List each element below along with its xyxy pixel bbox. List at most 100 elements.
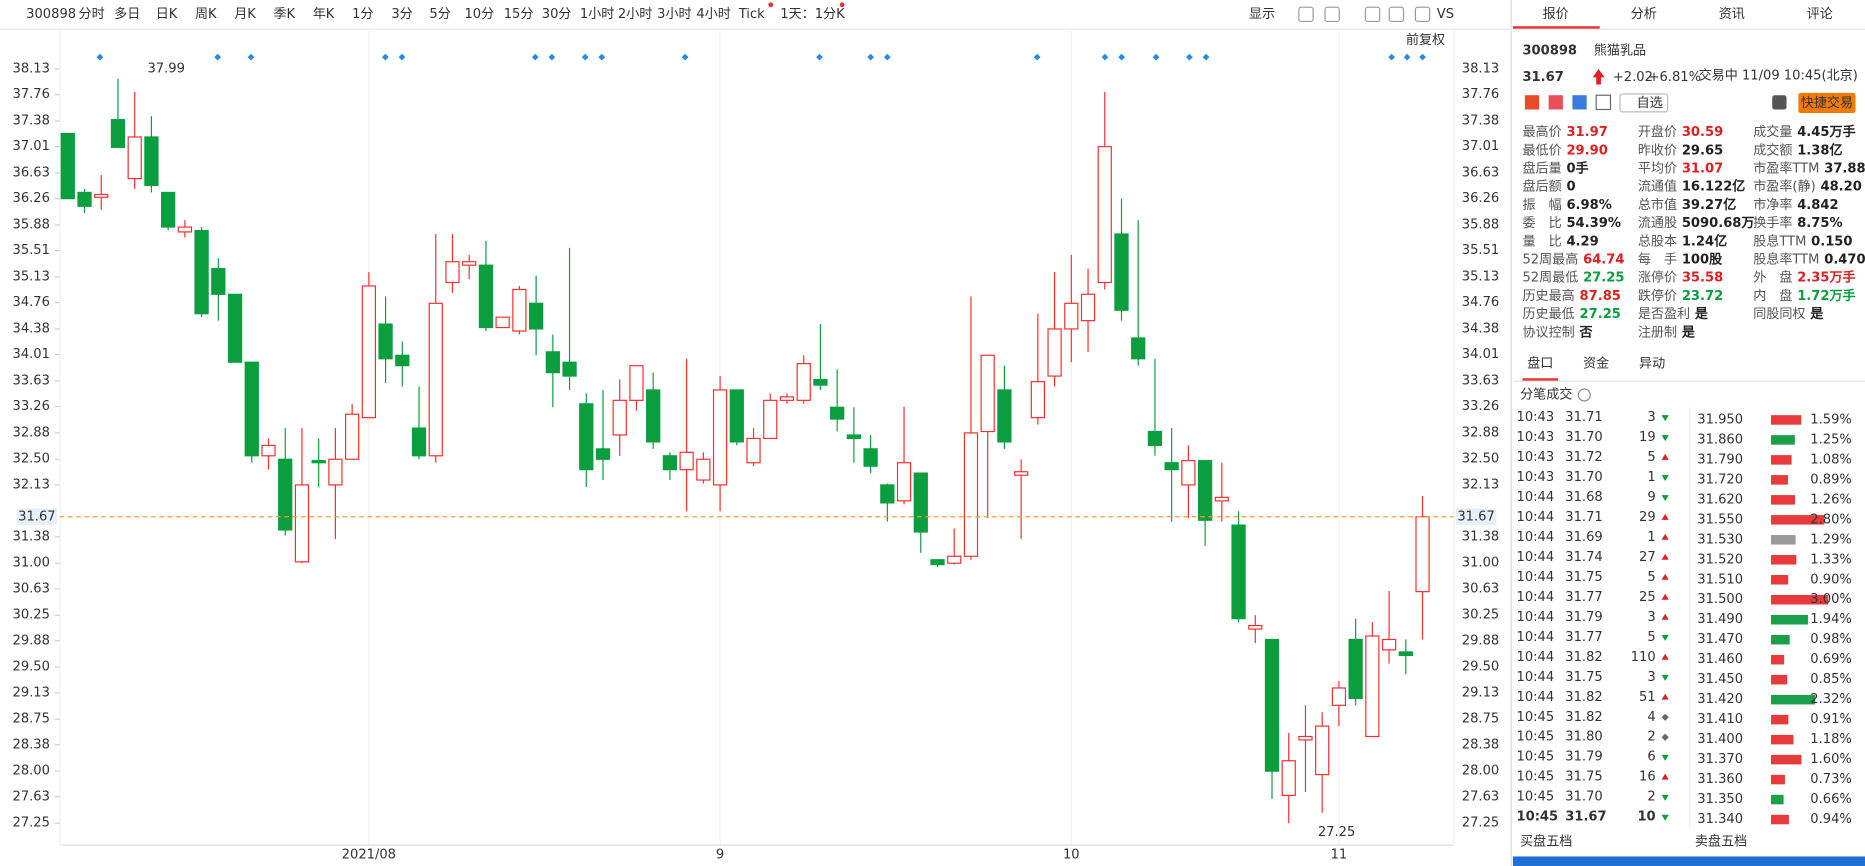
y-tick-label: 28.38	[13, 737, 50, 752]
level-price: 31.720	[1697, 472, 1743, 487]
candle-body	[395, 354, 410, 367]
period-tab[interactable]: 5分	[429, 6, 450, 22]
stat: 成交量 4.45万手	[1753, 123, 1855, 140]
trade-direction	[1661, 453, 1669, 460]
vs-button[interactable]: VS	[1437, 7, 1454, 22]
period-tab[interactable]: 4小时	[696, 6, 730, 22]
trade-volume: 110	[1631, 650, 1656, 665]
y-tick-label: 32.88	[13, 425, 50, 440]
candle-body	[813, 378, 828, 386]
trade-time: 10:44	[1517, 650, 1555, 665]
panel-tab[interactable]: 评论	[1807, 6, 1833, 22]
period-tab[interactable]: 1分	[352, 6, 373, 22]
trade-volume: 6	[1647, 750, 1655, 765]
y-tick-label-right: 35.88	[1462, 217, 1499, 232]
panel-tab[interactable]: 资讯	[1719, 6, 1745, 22]
adjust-mode[interactable]: 前复权	[1406, 31, 1445, 48]
candle-body	[746, 437, 761, 464]
stat: 最高价 31.97	[1522, 123, 1607, 140]
candle-body	[696, 458, 711, 481]
quick-trade-button[interactable]	[1798, 92, 1856, 114]
period-tab[interactable]: 周K	[195, 7, 217, 22]
stat-label: 历史最高	[1522, 286, 1574, 303]
stat-label: 流通股	[1638, 215, 1677, 231]
stat-value: 5090.68万	[1682, 215, 1755, 231]
y-tick-label-right: 35.13	[1462, 269, 1499, 284]
y-tick-label: 37.76	[13, 87, 50, 102]
level-pct: 1.29%	[1810, 532, 1852, 547]
level-pct: 1.60%	[1810, 752, 1852, 767]
stat-label: 涨停价	[1638, 268, 1677, 285]
period-tab[interactable]: 15分	[504, 6, 534, 22]
candle-body	[1398, 651, 1413, 656]
period-tab[interactable]: 10分	[464, 6, 494, 22]
stat-value: 35.58	[1682, 270, 1723, 285]
trade-price: 31.71	[1565, 410, 1602, 425]
panel-tab[interactable]: 报价	[1543, 6, 1569, 22]
period-tab[interactable]: 1小时	[580, 6, 614, 22]
stat-value: 4.29	[1566, 234, 1598, 249]
candle-body	[411, 427, 427, 457]
y-tick-label: 32.50	[13, 452, 50, 467]
period-tab[interactable]: 30分	[542, 6, 572, 22]
period-tab[interactable]: 季K	[273, 6, 295, 22]
candle-body	[1365, 635, 1380, 738]
stat-value: 0	[1566, 179, 1575, 194]
watch-button[interactable]	[1619, 93, 1669, 113]
period-tab[interactable]: 3小时	[657, 6, 691, 22]
period-tab[interactable]: 分时	[78, 6, 104, 22]
stat: 股息率TTM 0.470%	[1753, 250, 1865, 267]
trade-direction	[1661, 674, 1669, 681]
candle-body	[830, 406, 845, 420]
display-menu[interactable]: 显示	[1249, 7, 1275, 22]
stat: 市盈率TTM 37.88	[1753, 159, 1865, 176]
trade-volume: 5	[1647, 450, 1655, 465]
panel-tab[interactable]: 分析	[1631, 6, 1657, 22]
candle-body	[194, 229, 209, 315]
trade-price: 31.69	[1565, 530, 1602, 545]
period-tab[interactable]: 3分	[391, 6, 412, 22]
icon	[1524, 95, 1540, 110]
interval-select[interactable]: 1天：1分K	[780, 6, 845, 22]
level-pct: 1.08%	[1810, 452, 1852, 467]
candle-body	[545, 351, 560, 374]
level-price: 31.350	[1697, 792, 1743, 807]
level-pct: 3.00%	[1810, 592, 1852, 607]
x-tick-label: 10	[1063, 848, 1080, 863]
sub-tab[interactable]: 盘口	[1527, 355, 1553, 372]
stat: 注册制是	[1638, 324, 1696, 340]
stat-label: 委 比	[1522, 215, 1561, 231]
x-tick-label: 2021/08	[342, 848, 396, 863]
period-tab[interactable]: 年K	[313, 6, 335, 22]
trade-direction	[1661, 613, 1669, 620]
y-tick-label: 30.63	[13, 581, 50, 596]
level-pct: 2.32%	[1810, 692, 1852, 707]
y-tick-label: 29.13	[13, 685, 50, 700]
period-tab[interactable]: 月K	[234, 7, 256, 22]
level-price: 31.470	[1697, 632, 1743, 647]
period-tab[interactable]: 日K	[156, 7, 178, 22]
period-tab[interactable]: Tick	[738, 7, 765, 22]
badge-dot	[839, 2, 845, 8]
stat: 总股本 1.24亿	[1638, 232, 1727, 249]
x-tick-label: 9	[716, 848, 724, 863]
stat-value: 1.24亿	[1682, 232, 1727, 249]
sub-tab[interactable]: 异动	[1639, 356, 1665, 372]
level-bar	[1771, 415, 1802, 425]
trade-direction	[1661, 573, 1669, 580]
trade-volume: 19	[1639, 430, 1656, 445]
trade-price: 31.79	[1565, 750, 1602, 765]
stat-value: 27.25	[1583, 270, 1624, 285]
candle-body	[1147, 430, 1163, 446]
sub-tab[interactable]: 资金	[1583, 356, 1609, 372]
trade-price: 31.82	[1565, 650, 1602, 665]
candle-body	[227, 293, 243, 363]
trade-price: 31.77	[1565, 630, 1602, 645]
trade-volume: 5	[1647, 630, 1655, 645]
period-tab[interactable]: 多日	[114, 5, 140, 22]
stat-label: 市盈率TTM	[1753, 159, 1819, 176]
stat-value: 37.88	[1824, 161, 1865, 176]
period-tab[interactable]: 2小时	[618, 6, 652, 22]
trade-direction	[1661, 814, 1669, 821]
